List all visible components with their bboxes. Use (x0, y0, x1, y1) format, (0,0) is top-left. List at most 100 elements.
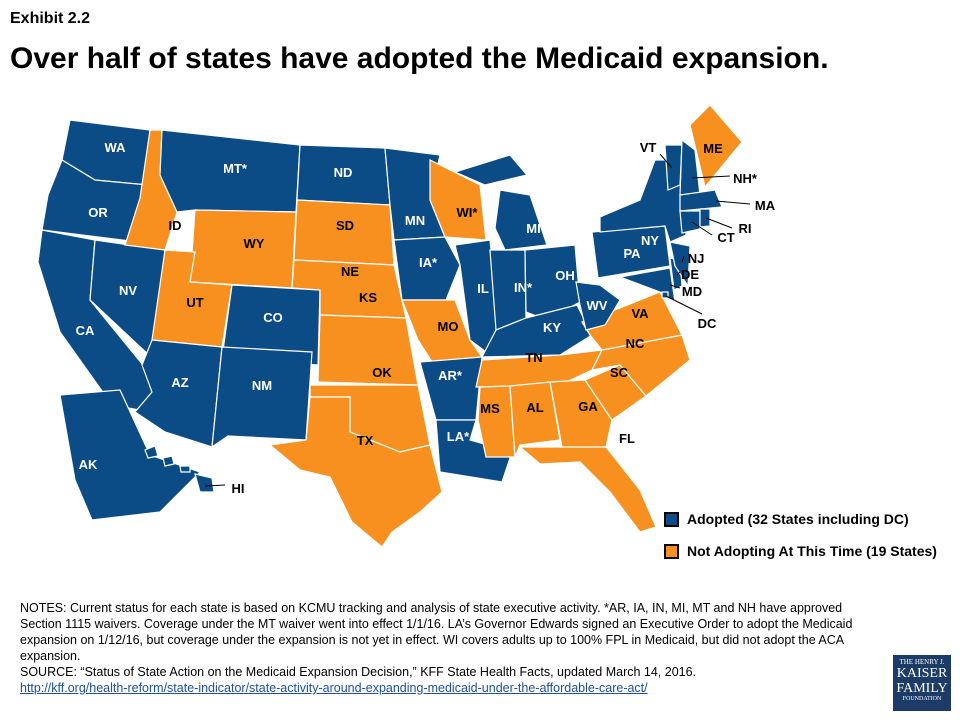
state-label: NC (626, 336, 645, 351)
state-label: DE (681, 267, 699, 282)
state-shape (59, 389, 202, 521)
state-label: NH* (733, 171, 758, 186)
legend-swatch-adopted (664, 511, 679, 527)
state-label: VA (631, 306, 649, 321)
state-shape (211, 346, 313, 449)
state-label: OR (88, 205, 108, 220)
state-ms (477, 385, 516, 458)
state-shape (689, 104, 743, 189)
state-ma (679, 189, 723, 212)
state-mi (453, 154, 548, 251)
state-ak (59, 389, 202, 521)
state-label: CA (76, 323, 95, 338)
source-text: SOURCE: “Status of State Action on the M… (20, 665, 697, 679)
state-wi (429, 159, 487, 241)
leader-line (204, 484, 226, 487)
state-ar (419, 356, 483, 421)
state-label: OH (555, 268, 575, 283)
kff-logo: THE HENRY J. KAISER FAMILY FOUNDATION (893, 655, 951, 711)
state-label: MN (405, 213, 425, 228)
leader-line (676, 271, 681, 276)
state-label: UT (186, 295, 203, 310)
state-shape (581, 291, 683, 351)
logo-text: KAISER (896, 666, 948, 681)
state-shape (179, 465, 191, 473)
state-shape (162, 455, 175, 467)
state-shape (194, 473, 215, 493)
state-shape (575, 281, 621, 331)
logo-text: THE HENRY J. (899, 658, 945, 666)
state-label: KY (543, 320, 561, 335)
notes: NOTES: Current status for each state is … (20, 600, 880, 696)
legend-label: Adopted (32 States including DC) (687, 511, 909, 527)
state-label: TX (357, 433, 374, 448)
state-shape (268, 396, 443, 548)
leader-line (715, 200, 751, 205)
state-shape (453, 154, 529, 186)
state-label: AR* (438, 368, 463, 383)
state-label: HI (232, 481, 245, 496)
state-me (689, 104, 743, 189)
state-ga (549, 379, 613, 448)
state-shape (419, 356, 483, 421)
state-label: TN (525, 350, 542, 365)
state-label: SD (336, 218, 354, 233)
state-shape (549, 379, 613, 448)
state-label: OK (372, 365, 392, 380)
state-al (509, 381, 561, 458)
legend-not-adopting: Not Adopting At This Time (19 States) (664, 543, 937, 559)
state-ct (679, 210, 701, 234)
legend-adopted: Adopted (32 States including DC) (664, 511, 909, 527)
state-label: GA (578, 399, 598, 414)
state-label: NM (252, 378, 272, 393)
state-label: MS (480, 401, 500, 416)
state-shape (699, 208, 711, 228)
state-label: PA (623, 246, 641, 261)
state-label: WA (105, 140, 127, 155)
state-label: NY (641, 233, 659, 248)
state-label: WI* (457, 205, 479, 220)
state-hi (144, 445, 215, 493)
state-ia (393, 236, 461, 301)
state-wv (575, 281, 621, 331)
state-shape (599, 159, 687, 243)
state-label: MD (682, 284, 702, 299)
state-label: CT (717, 230, 734, 245)
page-title: Over half of states have adopted the Med… (10, 42, 829, 75)
state-ny (599, 159, 687, 243)
source-link[interactable]: http://kff.org/health-reform/state-indic… (20, 681, 648, 695)
state-va (581, 291, 683, 351)
state-tx (268, 396, 443, 548)
state-label: RI (739, 221, 752, 236)
state-label: ME (703, 141, 723, 156)
logo-text: FAMILY (896, 681, 948, 696)
state-shape (429, 159, 487, 241)
state-label: MI* (526, 221, 546, 236)
state-label: NJ (688, 251, 705, 266)
state-label: ID (169, 218, 182, 233)
leader-line (665, 295, 703, 315)
state-label: AZ (171, 375, 188, 390)
state-md (617, 267, 676, 304)
state-label: NV (119, 283, 137, 298)
exhibit-number: Exhibit 2.2 (10, 10, 91, 27)
state-nj (669, 241, 691, 288)
state-fl (518, 446, 657, 533)
state-shape (679, 210, 701, 234)
state-label: WV (587, 298, 608, 313)
leader-line (705, 217, 733, 229)
notes-text: NOTES: Current status for each state is … (20, 601, 853, 663)
state-label: DC (698, 316, 717, 331)
state-shape (669, 241, 691, 288)
state-label: CO (263, 310, 283, 325)
legend-label: Not Adopting At This Time (19 States) (687, 543, 937, 559)
state-shape (393, 236, 461, 301)
state-label: KS (359, 290, 377, 305)
state-label: LA* (447, 429, 470, 444)
state-shape (144, 445, 159, 459)
state-shape (494, 189, 548, 251)
state-label: NE (341, 264, 359, 279)
state-label: AL (526, 400, 543, 415)
